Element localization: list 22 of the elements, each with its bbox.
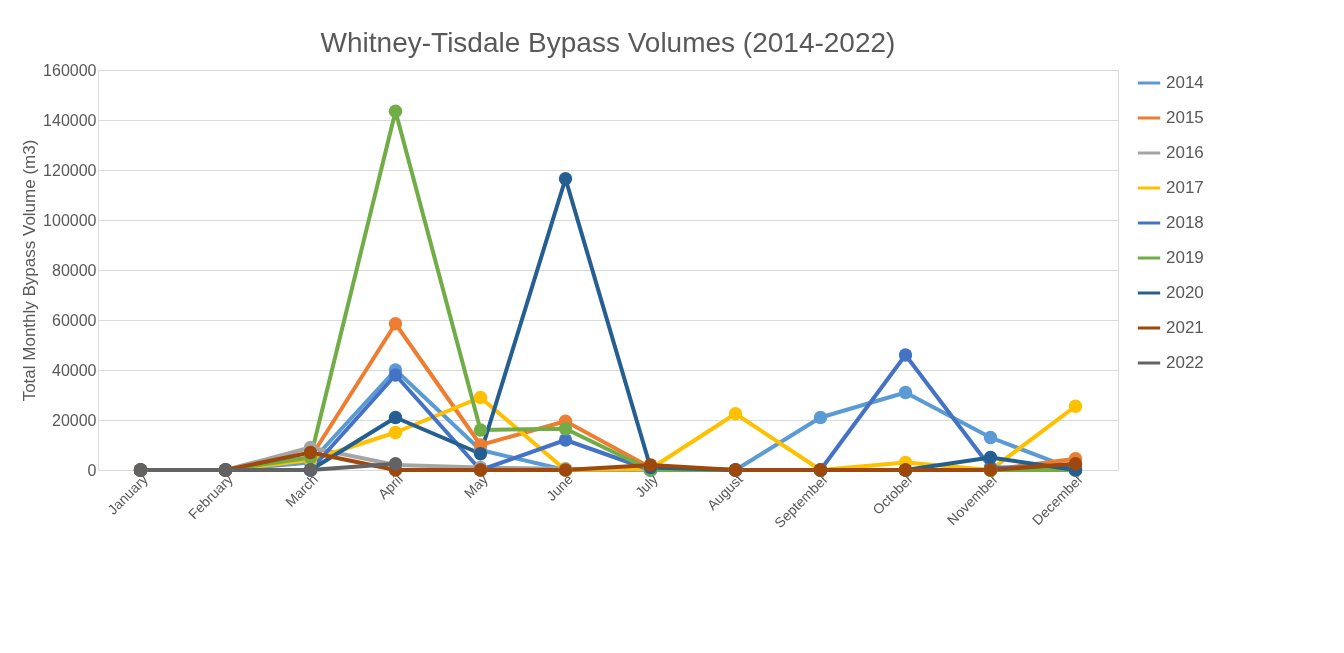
- legend-label: 2014: [1166, 73, 1204, 92]
- y-tick-label: 160000: [43, 61, 97, 79]
- legend-label: 2020: [1166, 283, 1204, 302]
- legend-label: 2018: [1166, 213, 1204, 232]
- legend-label: 2017: [1166, 178, 1204, 197]
- legend-label: 2021: [1166, 318, 1204, 337]
- y-tick-label: 60000: [52, 311, 97, 329]
- legend-label: 2019: [1166, 248, 1204, 267]
- x-tick-label: July: [631, 471, 661, 501]
- chart-title: Whitney-Tisdale Bypass Volumes (2014-2022): [320, 27, 896, 58]
- x-tick-label: May: [460, 471, 491, 502]
- legend-label: 2015: [1166, 108, 1204, 127]
- y-tick-label: 100000: [43, 211, 97, 229]
- y-tick-label: 80000: [52, 261, 97, 279]
- y-tick-label: 40000: [52, 361, 97, 379]
- y-tick-label: 120000: [43, 161, 97, 179]
- y-tick-label: 140000: [43, 111, 97, 129]
- y-tick-label: 0: [87, 461, 97, 479]
- y-axis-title: Total Monthly Bypass Volume (m3): [20, 139, 40, 402]
- legend-label: 2016: [1166, 143, 1204, 162]
- y-tick-label: 20000: [52, 411, 97, 429]
- legend-label: 2022: [1166, 353, 1204, 372]
